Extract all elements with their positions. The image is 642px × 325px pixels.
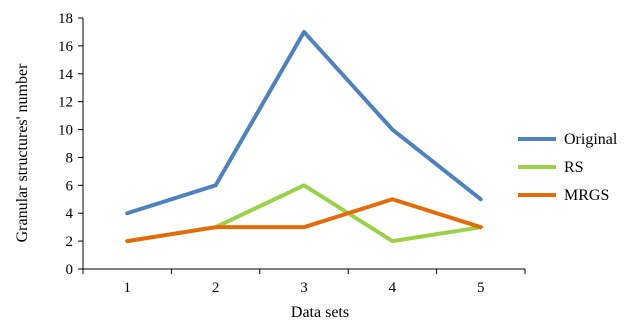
y-tick-label: 10 bbox=[58, 123, 73, 139]
legend-item-rs: RS bbox=[518, 159, 584, 176]
legend-label: RS bbox=[564, 159, 584, 176]
y-tick-label: 16 bbox=[58, 39, 74, 55]
y-ticks: 0 2 4 6 8 10 12 14 16 18 bbox=[58, 11, 83, 278]
series-group bbox=[125, 29, 483, 244]
legend-label: Original bbox=[564, 131, 618, 148]
series-line-mrgs bbox=[125, 197, 483, 244]
y-tick-label: 2 bbox=[66, 234, 74, 250]
legend-label: MRGS bbox=[564, 187, 609, 204]
y-tick-label: 0 bbox=[66, 262, 74, 278]
legend-item-mrgs: MRGS bbox=[518, 187, 609, 204]
x-tick-label: 2 bbox=[212, 280, 220, 296]
y-tick-label: 14 bbox=[58, 67, 74, 83]
y-tick-label: 8 bbox=[66, 150, 74, 166]
x-axis-title: Data sets bbox=[291, 304, 349, 321]
y-tick-label: 18 bbox=[58, 11, 73, 27]
x-tick-label: 4 bbox=[389, 280, 397, 296]
legend-item-original: Original bbox=[518, 131, 618, 148]
y-axis: 0 2 4 6 8 10 12 14 16 18 bbox=[58, 11, 84, 278]
x-tick-label: 3 bbox=[300, 280, 308, 296]
y-axis-title: Granular structures' number bbox=[14, 63, 31, 242]
series-line-original bbox=[125, 29, 483, 216]
x-tick-label: 1 bbox=[123, 280, 131, 296]
x-axis: 1 2 3 4 5 bbox=[82, 268, 526, 296]
y-tick-label: 4 bbox=[66, 206, 74, 222]
y-tick-label: 6 bbox=[66, 178, 74, 194]
x-tick-label: 5 bbox=[477, 280, 485, 296]
y-tick-label: 12 bbox=[58, 95, 73, 111]
legend: Original RS MRGS bbox=[518, 131, 618, 204]
x-ticks: 1 2 3 4 5 bbox=[82, 269, 526, 296]
